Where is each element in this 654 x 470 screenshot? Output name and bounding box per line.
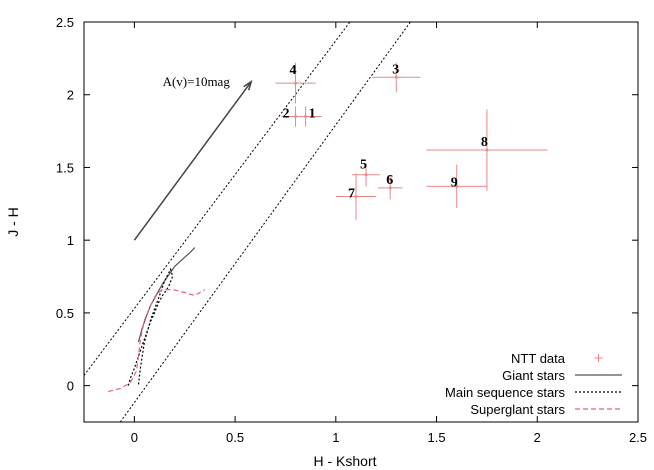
data-point [388,186,392,190]
plot-frame [83,21,639,423]
point-label: 7 [348,187,355,202]
sequence-curves [108,247,206,393]
x-tick-label: 0.5 [226,430,244,445]
point-label: 5 [360,158,367,173]
legend-label: Superglant stars [470,402,565,417]
point-label: 8 [481,135,488,150]
axis-ticks: 0 0.5 1 1.5 2 2.5 0 0.5 1 1.5 2 2.5 [56,15,647,445]
reddening-vector-label: A(v)=10mag [163,74,231,89]
data-point [294,81,298,85]
legend-label: Main sequence stars [445,385,565,400]
y-tick-label: 1.5 [56,160,74,175]
legend-label: NTT data [511,351,566,366]
reddening-vector: A(v)=10mag [133,74,253,241]
data-point [354,195,358,199]
data-point [294,115,298,119]
reddening-band [83,21,411,423]
y-axis-label: J - H [5,207,21,237]
data-point [455,184,459,188]
data-point [485,148,489,152]
legend: NTT data Giant stars Main sequence stars Su… [445,351,622,417]
point-label: 1 [309,107,316,122]
x-tick-label: 1.5 [428,430,446,445]
x-axis-label: H - Kshort [313,453,376,469]
y-tick-label: 2.5 [56,15,74,30]
point-label: 2 [283,107,290,122]
legend-label: Giant stars [502,368,565,383]
y-tick-label: 0 [67,379,74,394]
point-label: 4 [290,63,297,78]
ntt-data-points: 1 2 3 4 5 6 7 8 9 [275,62,548,220]
series-main-sequence-stars [127,267,174,386]
reddening-band-line [83,21,351,376]
series-superglant-stars [108,289,206,393]
data-point [394,75,398,79]
x-tick-label: 2.5 [629,430,647,445]
y-tick-label: 1 [67,233,74,248]
y-tick-label: 2 [67,88,74,103]
reddening-vector-line [133,81,252,241]
reddening-vector-head [243,79,253,91]
x-tick-label: 1 [332,430,339,445]
point-label: 6 [386,173,393,188]
point-label: 9 [451,175,458,190]
x-tick-label: 2 [534,430,541,445]
series-giant-stars [137,247,196,343]
y-tick-label: 0.5 [56,306,74,321]
point-label: 3 [392,62,399,77]
x-tick-label: 0 [131,430,138,445]
data-point [364,173,368,177]
